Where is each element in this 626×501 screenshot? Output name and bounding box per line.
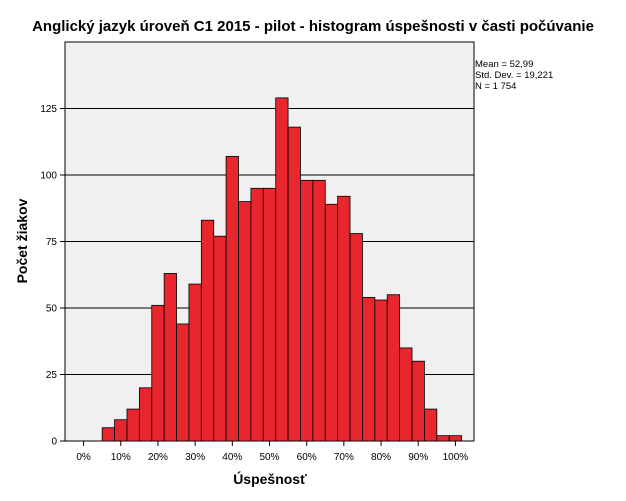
- y-tick-label: 0: [51, 437, 57, 448]
- y-tick-label: 25: [46, 370, 58, 381]
- histogram-bar: [213, 235, 227, 442]
- histogram-bar: [126, 408, 140, 442]
- x-axis-title: Úspešnosť: [233, 470, 307, 487]
- stat-mean: Mean = 52,99: [475, 59, 533, 70]
- histogram-bar: [188, 283, 202, 442]
- y-axis-ticks: 0 25 50 75 100 125: [40, 104, 65, 448]
- histogram-bar: [101, 427, 115, 442]
- histogram-bar: [362, 296, 376, 442]
- histogram-bar: [262, 187, 277, 442]
- histogram-bars: [101, 97, 462, 442]
- histogram-bar: [163, 273, 177, 442]
- histogram-bar: [399, 347, 413, 442]
- histogram-bar: [349, 233, 363, 442]
- histogram-bar: [424, 408, 438, 442]
- x-tick-label: 100%: [443, 452, 469, 463]
- histogram-bar: [337, 195, 351, 442]
- histogram-bar: [324, 203, 339, 442]
- histogram-bar: [238, 201, 252, 442]
- histogram-bar: [386, 294, 401, 442]
- histogram-bar: [138, 387, 153, 442]
- x-tick-label: 40%: [222, 452, 242, 463]
- histogram-bar: [287, 126, 301, 442]
- histogram-bar: [114, 419, 128, 442]
- histogram-bar: [250, 187, 264, 442]
- histogram-bar: [411, 360, 425, 442]
- x-tick-label: 80%: [371, 452, 391, 463]
- histogram-bar: [275, 97, 289, 442]
- x-tick-label: 10%: [111, 452, 131, 463]
- x-tick-label: 50%: [259, 452, 279, 463]
- histogram-bar: [151, 304, 165, 442]
- stat-n: N = 1 754: [475, 81, 516, 92]
- chart-title: Anglický jazyk úroveň C1 2015 - pilot - …: [32, 18, 594, 35]
- y-tick-label: 125: [40, 104, 57, 115]
- histogram-bar: [300, 179, 314, 442]
- stat-std-dev: Std. Dev. = 19,221: [475, 70, 553, 81]
- x-axis-ticks: 0% 10% 20% 30% 40% 50% 60% 70% 80% 90% 100%: [76, 441, 468, 463]
- x-tick-label: 90%: [408, 452, 428, 463]
- histogram-bar: [312, 179, 326, 442]
- statistics-box: Mean = 52,99 Std. Dev. = 19,221 N = 1 75…: [475, 59, 553, 92]
- x-tick-label: 0%: [76, 452, 91, 463]
- histogram-bar: [436, 435, 450, 442]
- x-tick-label: 30%: [185, 452, 205, 463]
- y-tick-label: 100: [40, 171, 57, 182]
- x-tick-label: 60%: [297, 452, 317, 463]
- x-tick-label: 70%: [334, 452, 354, 463]
- y-tick-label: 50: [46, 304, 58, 315]
- histogram-bar: [176, 323, 190, 442]
- y-tick-label: 75: [46, 237, 58, 248]
- histogram-bar: [225, 155, 239, 442]
- histogram-bar: [200, 219, 215, 442]
- histogram-bar: [374, 299, 388, 442]
- histogram-bar: [448, 435, 462, 442]
- x-tick-label: 20%: [148, 452, 168, 463]
- y-axis-title: Počet žiakov: [14, 198, 30, 283]
